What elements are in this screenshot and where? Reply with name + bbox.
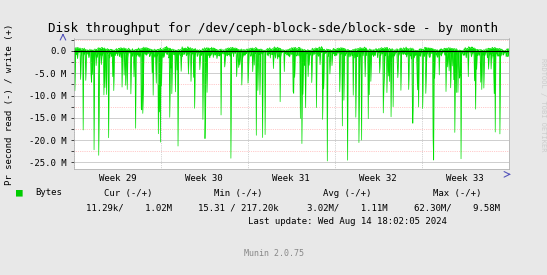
Text: RRDTOOL / TOBI OETIKER: RRDTOOL / TOBI OETIKER xyxy=(540,58,546,151)
Text: 62.30M/    9.58M: 62.30M/ 9.58M xyxy=(414,203,500,212)
Text: Bytes: Bytes xyxy=(36,188,62,197)
Text: Avg (-/+): Avg (-/+) xyxy=(323,189,371,198)
Text: 15.31 / 217.20k: 15.31 / 217.20k xyxy=(197,203,278,212)
Text: 11.29k/    1.02M: 11.29k/ 1.02M xyxy=(85,203,172,212)
Text: Munin 2.0.75: Munin 2.0.75 xyxy=(243,249,304,257)
Text: Cur (-/+): Cur (-/+) xyxy=(104,189,153,198)
Text: Pr second read (-) / write (+): Pr second read (-) / write (+) xyxy=(5,24,14,185)
Text: Disk throughput for /dev/ceph-block-sde/block-sde - by month: Disk throughput for /dev/ceph-block-sde/… xyxy=(49,22,498,35)
Text: 3.02M/    1.11M: 3.02M/ 1.11M xyxy=(307,203,388,212)
Text: Max (-/+): Max (-/+) xyxy=(433,189,481,198)
Text: Last update: Wed Aug 14 18:02:05 2024: Last update: Wed Aug 14 18:02:05 2024 xyxy=(248,217,447,226)
Text: ■: ■ xyxy=(16,188,23,197)
Text: Min (-/+): Min (-/+) xyxy=(214,189,262,198)
